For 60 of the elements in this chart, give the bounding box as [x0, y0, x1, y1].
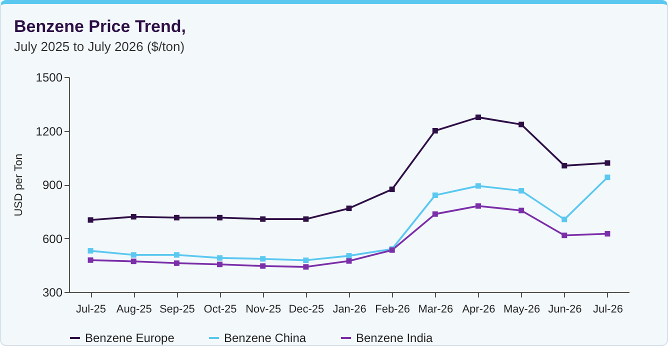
- y-axis-title: USD per Ton: [12, 154, 25, 216]
- point: [88, 257, 94, 263]
- y-tick-label: 600: [42, 232, 63, 246]
- legend-label: Benzene Europe: [85, 331, 175, 345]
- legend-label: Benzene India: [356, 331, 434, 345]
- point: [88, 217, 94, 223]
- point: [562, 216, 568, 222]
- point: [130, 258, 136, 264]
- point: [518, 208, 524, 214]
- point: [130, 252, 136, 258]
- point: [303, 216, 309, 222]
- legend-label: Benzene China: [224, 331, 306, 345]
- point: [174, 252, 180, 258]
- y-tick-label: 300: [42, 286, 63, 300]
- point: [260, 256, 266, 262]
- y-tick-label: 900: [42, 178, 63, 192]
- point: [432, 192, 438, 198]
- point: [346, 206, 352, 212]
- x-tick-label: Oct-25: [204, 304, 237, 316]
- chart-title: Benzene Price Trend,: [14, 17, 186, 37]
- point: [217, 214, 223, 220]
- point: [389, 186, 395, 192]
- y-tick-label: 1200: [36, 124, 63, 138]
- point: [604, 231, 610, 237]
- x-tick-label: Dec-25: [288, 304, 324, 316]
- x-tick-label: Jan-26: [332, 304, 366, 316]
- point: [260, 263, 266, 269]
- x-tick-label: Jul-26: [592, 304, 623, 316]
- point: [260, 216, 266, 222]
- point: [303, 258, 309, 264]
- point: [130, 214, 136, 220]
- x-tick-label: Nov-25: [246, 304, 282, 316]
- y-tick-label: 1500: [36, 70, 63, 84]
- point: [88, 248, 94, 254]
- point: [604, 174, 610, 180]
- point: [217, 262, 223, 268]
- point: [475, 203, 481, 209]
- x-tick-label: Mar-26: [418, 304, 454, 316]
- point: [432, 128, 438, 134]
- x-tick-label: Apr-26: [462, 304, 496, 316]
- point: [346, 253, 352, 259]
- point: [432, 211, 438, 217]
- chart-subtitle: July 2025 to July 2026 ($/ton): [14, 39, 185, 54]
- x-tick-label: Aug-25: [116, 304, 152, 316]
- point: [604, 160, 610, 166]
- point: [475, 183, 481, 189]
- point: [303, 264, 309, 270]
- point: [174, 214, 180, 220]
- point: [518, 122, 524, 128]
- x-tick-label: Sep-25: [159, 304, 195, 316]
- point: [562, 162, 568, 168]
- x-tick-label: Jun-26: [548, 304, 582, 316]
- x-tick-label: Feb-26: [375, 304, 410, 316]
- point: [217, 255, 223, 261]
- x-tick-label: May-26: [503, 304, 540, 316]
- point: [475, 114, 481, 120]
- point: [518, 188, 524, 194]
- x-tick-label: Jul-25: [76, 304, 106, 316]
- point: [562, 232, 568, 238]
- point: [174, 260, 180, 266]
